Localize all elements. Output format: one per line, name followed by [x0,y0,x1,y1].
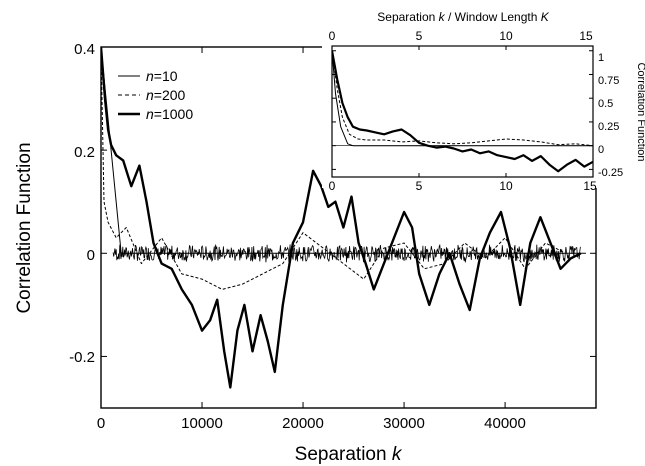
inset-plot-frame [331,45,594,178]
inset-series-line-n1000 [332,50,593,173]
inset-y-tick-label: 0.75 [598,75,619,87]
inset-background [322,38,602,188]
main-x-tick-label: 40000 [484,415,526,432]
legend-label-n10: n=10 [146,68,178,84]
inset-bottom-tick-label: 10 [499,179,513,193]
inset-x-axis-label: Separation k / Window Length K [377,10,549,24]
main-x-tick-label: 0 [97,415,105,432]
main-x-tick-label: 30000 [383,415,425,432]
main-y-axis-label: Correlation Function [14,142,35,313]
main-x-tick-label: 20000 [282,415,324,432]
inset-chart: Separation k / Window Length K 0 5 10 15… [322,10,645,193]
main-y-tick-label: -0.2 [69,349,95,366]
main-chart: 0 10000 20000 30000 40000 -0.2 0 0.2 0.4… [14,41,597,465]
inset-y-tick-label: 0.25 [598,121,619,133]
inset-bottom-tick-label: 5 [416,179,423,193]
legend: n=10 n=200 n=1000 [118,68,193,122]
inset-top-tick-label: 5 [416,29,423,43]
main-series-group [101,47,586,389]
main-y-tick-label: 0.4 [74,41,95,58]
inset-y-tick-label: -0.25 [598,167,623,179]
main-x-axis-label: Separation k [295,444,403,465]
inset-y-tick-label: 0.5 [598,98,613,110]
legend-label-n1000: n=1000 [146,106,193,122]
main-y-tick-label: 0 [87,247,95,264]
inset-series-clip [332,50,593,173]
inset-y-tick-label: 0 [598,144,604,156]
legend-label-n200: n=200 [146,87,186,103]
inset-bottom-tick-label: 15 [583,179,597,193]
inset-top-tick-label: 0 [329,29,336,43]
main-series-line-n200 [101,47,566,290]
inset-top-tick-label: 15 [579,29,593,43]
inset-y-tick-label: 1 [598,52,604,64]
main-series-noise-n10 [112,243,581,263]
inset-y-axis-label: Correlation Function [635,62,645,161]
main-x-tick-label: 10000 [181,415,223,432]
inset-top-tick-label: 10 [499,29,513,43]
main-y-tick-label: 0.2 [74,144,95,161]
inset-tick-marks [331,46,594,177]
inset-series-group [332,50,593,173]
inset-bottom-tick-label: 0 [329,179,336,193]
inset-series-line-n200 [332,50,593,147]
